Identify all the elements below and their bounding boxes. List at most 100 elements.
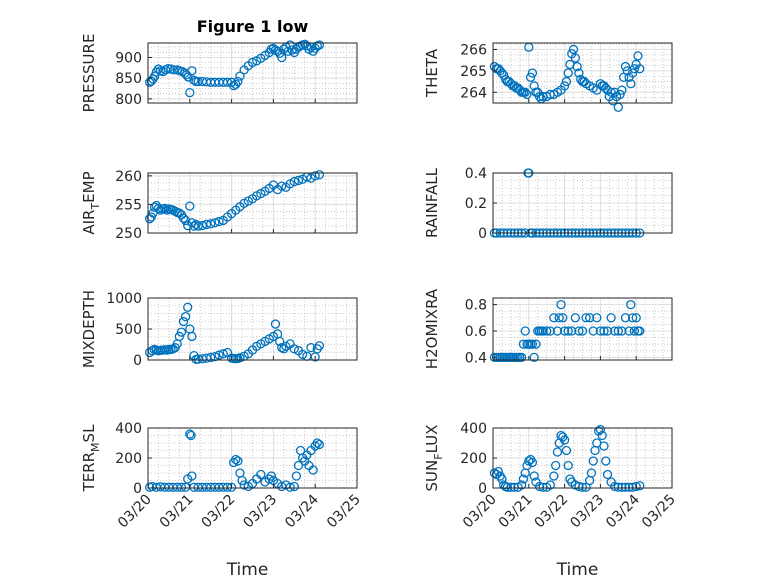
subplot-h2omixra: 0.4 0.6 0.8 H2OMIXRA bbox=[423, 288, 673, 369]
data-point bbox=[595, 424, 606, 435]
x-tick-label: 03/22 bbox=[532, 492, 572, 532]
data-point bbox=[186, 430, 196, 441]
data-point bbox=[620, 313, 631, 323]
data-point bbox=[293, 460, 304, 471]
y-tick-label: 255 bbox=[115, 197, 142, 213]
data-point bbox=[556, 299, 566, 310]
x-tick-label: 03/24 bbox=[282, 491, 322, 531]
x-tick-label: 03/21 bbox=[157, 492, 197, 532]
data-point bbox=[520, 87, 530, 97]
data-point bbox=[233, 456, 243, 466]
data-point bbox=[534, 481, 545, 492]
y-tick-label: 0 bbox=[478, 481, 487, 497]
y-tick-label: 200 bbox=[460, 451, 487, 467]
data-point bbox=[631, 313, 641, 323]
data-point bbox=[597, 430, 607, 441]
data-point bbox=[160, 203, 170, 214]
data-point bbox=[266, 471, 276, 481]
data-point bbox=[601, 456, 611, 466]
data-point bbox=[629, 326, 640, 336]
data-point bbox=[176, 327, 187, 337]
data-point bbox=[185, 88, 195, 98]
data-point bbox=[572, 61, 582, 72]
data-point bbox=[585, 313, 595, 323]
data-point bbox=[275, 336, 285, 347]
data-point bbox=[606, 313, 616, 323]
data-point bbox=[493, 466, 504, 477]
data-point bbox=[570, 53, 580, 63]
data-point bbox=[516, 480, 527, 490]
data-point bbox=[545, 326, 555, 336]
data-point bbox=[235, 468, 245, 478]
data-point bbox=[559, 81, 570, 91]
data-point bbox=[235, 353, 245, 363]
subplot-theta: 264 265 266 THETA bbox=[423, 42, 673, 112]
data-point bbox=[549, 471, 559, 481]
data-point bbox=[551, 460, 561, 471]
data-point bbox=[506, 482, 516, 492]
data-point bbox=[187, 471, 197, 481]
y-tick-label: 850 bbox=[115, 71, 142, 87]
data-point bbox=[180, 311, 191, 322]
data-point bbox=[180, 215, 191, 226]
x-tick-label: 03/23 bbox=[240, 492, 280, 532]
data-point bbox=[561, 76, 572, 87]
data-point bbox=[235, 71, 245, 81]
data-point bbox=[602, 469, 613, 480]
data-point bbox=[312, 438, 322, 448]
data-point bbox=[534, 91, 545, 102]
data-point bbox=[595, 326, 606, 336]
data-point bbox=[187, 66, 197, 76]
data-point bbox=[178, 316, 189, 327]
data-point bbox=[174, 331, 185, 342]
data-point bbox=[314, 40, 325, 50]
data-point bbox=[298, 349, 308, 360]
data-point bbox=[178, 213, 189, 223]
data-point bbox=[545, 480, 555, 490]
data-point bbox=[206, 219, 216, 229]
data-point bbox=[613, 326, 623, 336]
y-tick-label: 266 bbox=[460, 42, 487, 58]
data-point bbox=[214, 216, 224, 227]
data-point bbox=[285, 40, 295, 50]
data-point bbox=[518, 474, 529, 484]
x-axis-label: Time bbox=[226, 560, 269, 580]
data-point bbox=[256, 469, 266, 480]
data-point bbox=[214, 350, 224, 360]
axes-box bbox=[492, 297, 673, 361]
data-point bbox=[277, 181, 287, 191]
data-point bbox=[633, 51, 643, 61]
data-point bbox=[314, 439, 325, 450]
data-point bbox=[599, 326, 609, 336]
axes-box bbox=[147, 42, 358, 104]
x-tick-label: 03/25 bbox=[639, 492, 679, 532]
y-axis-label: TERRMSL bbox=[80, 424, 102, 493]
data-point bbox=[567, 326, 577, 336]
y-tick-label: 1000 bbox=[106, 291, 142, 307]
y-axis-label: PRESSURE bbox=[80, 34, 98, 113]
data-point bbox=[615, 89, 625, 100]
data-point bbox=[489, 468, 500, 478]
data-point bbox=[308, 465, 318, 475]
y-tick-label: 0.4 bbox=[465, 350, 487, 366]
data-point bbox=[617, 482, 627, 492]
data-point bbox=[218, 349, 228, 359]
subplot-pressure: 800 850 900 PRESSURE Figure 1 low bbox=[80, 17, 358, 113]
data-point bbox=[270, 319, 281, 329]
data-point bbox=[193, 221, 203, 231]
data-point bbox=[617, 326, 627, 336]
data-point bbox=[201, 219, 212, 230]
data-point bbox=[559, 435, 570, 445]
data-point bbox=[518, 339, 529, 349]
data-point bbox=[588, 326, 598, 336]
data-point bbox=[558, 313, 568, 323]
data-point bbox=[627, 68, 638, 78]
y-axis-label: AIRTEMP bbox=[80, 171, 102, 234]
data-point bbox=[613, 102, 623, 112]
data-point bbox=[226, 482, 237, 492]
data-point bbox=[306, 342, 316, 353]
data-point bbox=[577, 326, 588, 336]
data-point bbox=[581, 313, 591, 323]
data-point bbox=[150, 71, 160, 81]
